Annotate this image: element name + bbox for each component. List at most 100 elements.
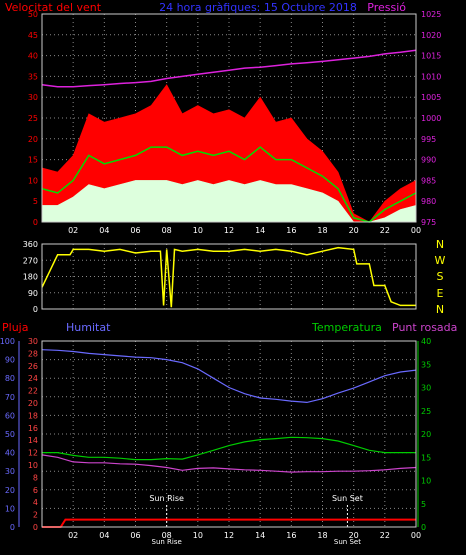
wind-y-tick-40: 40	[28, 52, 38, 61]
temperature-y-tick-30: 30	[421, 384, 431, 393]
pressure-title: Pressió	[367, 1, 406, 14]
wind-y-tick-50: 50	[28, 10, 38, 19]
rain-y-tick-30: 30	[5, 467, 15, 476]
wind-direction-chart: 0 90 180 270 360	[23, 240, 417, 314]
wind-x-tick-04: 04	[99, 226, 109, 235]
wind-y-tick-30: 30	[28, 93, 38, 102]
humidity-y-tick-24: 24	[28, 374, 38, 383]
wind-x-tick-20: 20	[349, 226, 359, 235]
rain-y-tick-20: 20	[5, 486, 15, 495]
rain-y-tick-100: 100	[0, 337, 15, 346]
wind-x-tick-22: 22	[380, 226, 390, 235]
temp-x-tick-10: 10	[193, 531, 203, 540]
compass-e: E	[437, 287, 444, 300]
pressure-y-tick-990: 990	[421, 156, 436, 165]
direction-y-tick-180: 180	[23, 273, 38, 282]
temp-x-tick-12: 12	[224, 531, 234, 540]
humidity-y-tick-4: 4	[33, 498, 38, 507]
wind-y-tick-15: 15	[28, 156, 38, 165]
direction-y-tick-360: 360	[23, 240, 38, 249]
pressure-y-tick-1015: 1015	[421, 52, 441, 61]
temperature-humidity-rain-chart: 0102030405060708090100024681012141618202…	[0, 337, 431, 546]
humidity-y-tick-16: 16	[28, 424, 38, 433]
humidity-y-tick-0: 0	[33, 523, 38, 532]
direction-y-tick-0: 0	[33, 305, 38, 314]
dewpoint-line	[41, 454, 417, 473]
wind-y-tick-35: 35	[28, 72, 38, 81]
rain-y-tick-80: 80	[5, 374, 15, 383]
wind-x-tick-18: 18	[317, 226, 327, 235]
temp-x-tick-18: 18	[317, 531, 327, 540]
wind-y-tick-20: 20	[28, 135, 38, 144]
wind-y-tick-5: 5	[33, 197, 38, 206]
temp-x-tick-14: 14	[255, 531, 265, 540]
temp-x-tick-06: 06	[130, 531, 140, 540]
humidity-y-tick-28: 28	[28, 349, 38, 358]
compass-labels: N W S E N	[435, 238, 446, 316]
sunrise-bottom-label: Sun Rise	[152, 538, 182, 546]
compass-s: S	[437, 270, 444, 283]
humidity-y-tick-22: 22	[28, 387, 38, 396]
wind-lull-area	[41, 180, 417, 223]
wind-speed-title: Velocitat del vent	[5, 1, 102, 14]
pressure-y-tick-1020: 1020	[421, 31, 441, 40]
pressure-y-tick-1000: 1000	[421, 114, 441, 123]
pressure-y-tick-980: 980	[421, 197, 436, 206]
wind-y-tick-10: 10	[28, 176, 38, 185]
humidity-y-tick-14: 14	[28, 436, 38, 445]
direction-y-tick-270: 270	[23, 256, 38, 265]
sunset-label: Sun Set	[332, 494, 363, 503]
compass-w: W	[435, 254, 446, 267]
humidity-label: Humitat	[66, 321, 111, 334]
pressure-y-tick-1010: 1010	[421, 72, 441, 81]
temperature-label: Temperatura	[311, 321, 382, 334]
direction-frame	[41, 243, 417, 310]
sunrise-label: Sun Rise	[149, 494, 184, 503]
rain-y-tick-50: 50	[5, 430, 15, 439]
rain-y-tick-90: 90	[5, 356, 15, 365]
wind-y-tick-25: 25	[28, 114, 38, 123]
wind-x-tick-02: 02	[68, 226, 78, 235]
pressure-y-tick-985: 985	[421, 176, 436, 185]
temperature-y-tick-15: 15	[421, 453, 431, 462]
wind-y-tick-45: 45	[28, 31, 38, 40]
wind-x-tick-00: 00	[411, 226, 421, 235]
rain-y-tick-0: 0	[10, 523, 15, 532]
temp-x-tick-08: 08	[162, 531, 172, 540]
temperature-y-tick-25: 25	[421, 407, 431, 416]
compass-n-top: N	[436, 238, 444, 251]
temp-x-tick-16: 16	[286, 531, 296, 540]
humidity-y-tick-20: 20	[28, 399, 38, 408]
temperature-y-tick-0: 0	[421, 523, 426, 532]
humidity-y-tick-18: 18	[28, 411, 38, 420]
humidity-y-tick-6: 6	[33, 486, 38, 495]
humidity-y-tick-2: 2	[33, 511, 38, 520]
temperature-y-tick-10: 10	[421, 477, 431, 486]
wind-x-tick-08: 08	[162, 226, 172, 235]
pressure-y-tick-1025: 1025	[421, 10, 441, 19]
wind-x-tick-06: 06	[130, 226, 140, 235]
temperature-y-tick-40: 40	[421, 337, 431, 346]
pressure-y-tick-975: 975	[421, 218, 436, 227]
humidity-y-tick-30: 30	[28, 337, 38, 346]
temp-frame	[41, 340, 417, 528]
wind-pressure-chart: 0510152025303540455097598098599099510001…	[28, 10, 442, 235]
temp-x-tick-00: 00	[411, 531, 421, 540]
humidity-y-tick-26: 26	[28, 362, 38, 371]
temperature-y-tick-35: 35	[421, 360, 431, 369]
sunset-bottom-label: Sun Set	[334, 538, 361, 546]
rain-y-tick-10: 10	[5, 504, 15, 513]
humidity-y-tick-8: 8	[33, 473, 38, 482]
rain-y-tick-70: 70	[5, 393, 15, 402]
humidity-y-tick-10: 10	[28, 461, 38, 470]
temperature-y-tick-5: 5	[421, 500, 426, 509]
humidity-line	[41, 349, 417, 404]
wind-y-tick-0: 0	[33, 218, 38, 227]
rain-y-tick-40: 40	[5, 449, 15, 458]
wind-x-tick-10: 10	[193, 226, 203, 235]
temp-x-tick-04: 04	[99, 531, 109, 540]
wind-x-tick-14: 14	[255, 226, 265, 235]
direction-y-tick-90: 90	[28, 289, 38, 298]
wind-x-tick-12: 12	[224, 226, 234, 235]
pressure-line	[41, 49, 417, 88]
